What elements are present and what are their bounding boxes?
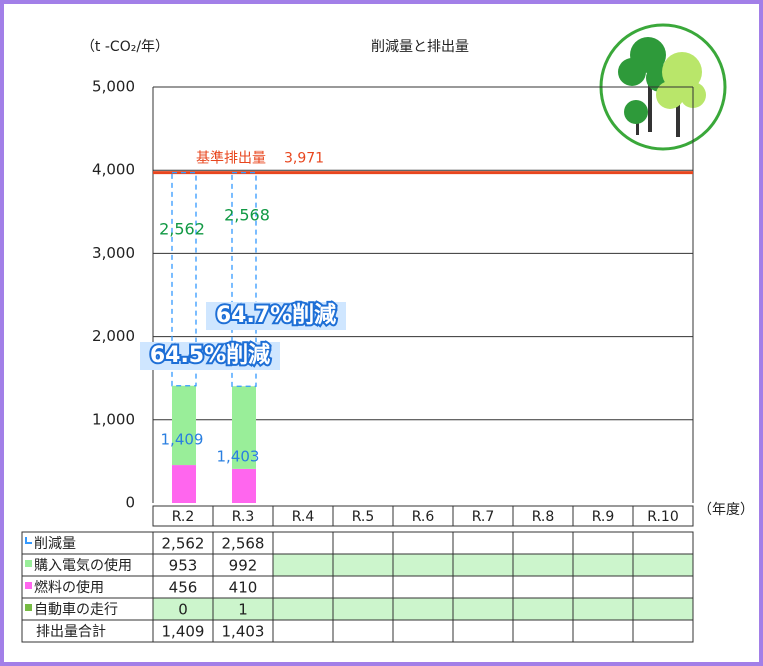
row-label: 排出量合計: [36, 624, 106, 640]
x-tick-label: R.10: [647, 509, 679, 525]
table-cell: [632, 619, 694, 643]
table-value: 1: [238, 601, 248, 619]
x-tick-label: R.7: [472, 509, 495, 525]
reduction-label: 2,562: [159, 220, 205, 239]
table-cell: [512, 575, 574, 599]
table-cell: [392, 597, 454, 621]
table-cell: [392, 619, 454, 643]
table-cell: [572, 575, 634, 599]
table-cell: [452, 597, 514, 621]
bar-segment: [172, 465, 196, 503]
x-tick-label: R.9: [592, 509, 615, 525]
y-tick-label: 1,000: [92, 410, 135, 428]
table-cell: [452, 619, 514, 643]
legend-key: [25, 582, 32, 589]
table-value: 410: [229, 579, 258, 597]
annotation-bg: [206, 302, 346, 330]
annotation-bg: [140, 342, 280, 370]
row-label: 削減量: [34, 535, 76, 552]
category-cell: [632, 505, 694, 527]
table-cell: [332, 531, 394, 555]
reduction-label: 2,568: [224, 206, 270, 225]
legend-key: [25, 537, 32, 544]
x-axis-label: （年度）: [698, 502, 754, 518]
y-tick-label: 3,000: [92, 244, 135, 262]
table-cell: [452, 531, 514, 555]
table-cell: [512, 553, 574, 577]
table-cell: [632, 575, 694, 599]
table-value: 953: [169, 557, 198, 575]
table-cell: [572, 597, 634, 621]
bar-segment: [232, 386, 256, 469]
y-tick-label: 4,000: [92, 161, 135, 179]
table-cell: [452, 575, 514, 599]
table-cell: [572, 531, 634, 555]
table-cell: [512, 597, 574, 621]
table-cell: [632, 597, 694, 621]
reduction-box: [171, 171, 197, 387]
table-cell: [632, 531, 694, 555]
table-value: 1,409: [162, 623, 205, 641]
bar-segment: [232, 468, 256, 503]
row-label: 燃料の使用: [34, 579, 104, 596]
x-tick-label: R.4: [292, 509, 315, 525]
table-cell: [272, 597, 334, 621]
annotation: 64.7%削減: [216, 303, 336, 328]
table-cell: [332, 575, 394, 599]
y-tick-label: 5,000: [92, 78, 135, 96]
table-value: 2,562: [162, 535, 205, 553]
legend-key: [25, 560, 32, 567]
table-cell: [392, 553, 454, 577]
table-value: 456: [169, 579, 198, 597]
y-tick-label: 2,000: [92, 327, 135, 345]
table-cell: [272, 553, 334, 577]
table-cell: [572, 553, 634, 577]
chart-title: 削減量と排出量: [371, 38, 469, 55]
y-axis-label: （t -CO₂/年）: [81, 39, 169, 55]
table-cell: [452, 553, 514, 577]
table-cell: [272, 619, 334, 643]
x-tick-label: R.5: [352, 509, 375, 525]
table-cell: [392, 575, 454, 599]
reduction-box: [231, 171, 257, 387]
legend-key: [25, 604, 32, 611]
table-cell: [632, 553, 694, 577]
x-tick-label: R.8: [532, 509, 555, 525]
row-label: 購入電気の使用: [34, 557, 132, 574]
total-label: 1,403: [217, 448, 260, 466]
total-label: 1,409: [161, 431, 204, 449]
table-cell: [512, 531, 574, 555]
x-tick-label: R.3: [232, 509, 255, 525]
table-value: 0: [178, 601, 188, 619]
y-tick-label: 0: [125, 494, 135, 512]
row-label: 自動車の走行: [34, 601, 118, 618]
table-value: 2,568: [222, 535, 265, 553]
table-cell: [332, 619, 394, 643]
table-cell: [272, 575, 334, 599]
bar-segment: [172, 385, 196, 466]
baseline-label: 基準排出量: [196, 150, 266, 167]
table-value: 1,403: [222, 623, 265, 641]
table-cell: [392, 531, 454, 555]
table-cell: [512, 619, 574, 643]
table-cell: [332, 597, 394, 621]
table-value: 992: [229, 557, 258, 575]
x-tick-label: R.6: [412, 509, 435, 525]
x-tick-label: R.2: [172, 509, 195, 525]
table-cell: [332, 553, 394, 577]
table-cell: [572, 619, 634, 643]
annotation: 64.5%削減: [150, 343, 270, 368]
table-cell: [272, 531, 334, 555]
baseline-value: 3,971: [284, 151, 324, 167]
